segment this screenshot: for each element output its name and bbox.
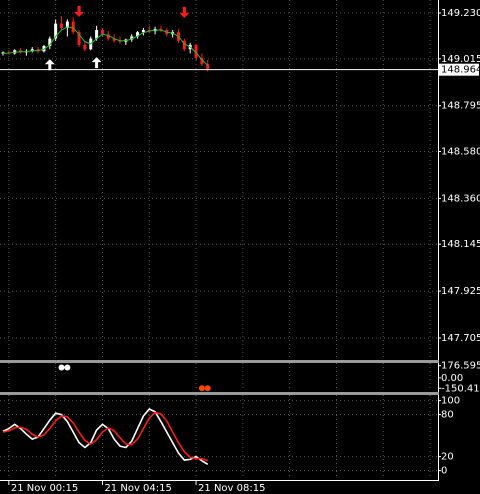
- y-tick-label: 148.580: [441, 147, 480, 158]
- candle-body: [48, 38, 52, 47]
- y-tick-label: -150.413: [441, 383, 480, 394]
- y-tick-label: 176.595: [441, 361, 480, 372]
- candle-body: [106, 34, 110, 39]
- signal-dot: [198, 385, 205, 392]
- candle-body: [71, 21, 75, 33]
- arrow-up: [44, 59, 55, 71]
- signal-dot: [204, 385, 211, 392]
- candle-body: [54, 23, 58, 39]
- candle-body: [130, 36, 134, 40]
- y-tick-label: 0.00: [441, 373, 463, 384]
- y-tick-label: 80: [441, 410, 454, 421]
- arrow-down: [179, 6, 190, 18]
- panel-separator: [0, 392, 439, 395]
- candle-body: [112, 38, 116, 41]
- candle-body: [30, 49, 34, 52]
- candle-body: [60, 23, 63, 28]
- candle-body: [95, 30, 99, 39]
- y-tick-label: 20: [441, 452, 454, 463]
- arrow-down: [74, 5, 85, 17]
- candle-body: [206, 64, 210, 70]
- candle-body: [200, 57, 204, 65]
- candle-body: [118, 40, 122, 42]
- y-tick-label: 0: [441, 466, 447, 477]
- series-line: [2, 411, 209, 462]
- x-tick-label: 21 Nov 00:15: [11, 483, 78, 494]
- candle-body: [136, 32, 140, 37]
- signal-dot: [58, 364, 65, 371]
- x-tick-label: 21 Nov 04:15: [104, 483, 171, 494]
- candle-body: [159, 28, 163, 31]
- panel-separator: [0, 360, 439, 363]
- candle-body: [147, 30, 151, 32]
- candle-body: [1, 52, 5, 54]
- signal-dot: [64, 364, 71, 371]
- y-tick-label: 148.145: [441, 239, 480, 250]
- candle-body: [182, 40, 186, 50]
- y-tick-label: 100: [441, 396, 460, 407]
- series-line: [2, 26, 209, 66]
- candle-body: [83, 44, 87, 50]
- candle-body: [100, 30, 104, 35]
- candle-body: [65, 21, 69, 28]
- y-tick-label: 149.015: [441, 54, 480, 65]
- arrow-up: [91, 57, 102, 69]
- candle-body: [194, 44, 198, 58]
- x-tick-label: 21 Nov 08:15: [198, 483, 265, 494]
- last-price-label: 148.964: [441, 65, 480, 76]
- y-tick-label: 147.705: [441, 333, 480, 344]
- y-tick-label: 148.795: [441, 101, 480, 112]
- y-tick-label: 149.230: [441, 8, 480, 19]
- candle-body: [141, 30, 145, 33]
- last-price-box: [439, 63, 479, 76]
- y-tick-label: 147.925: [441, 286, 480, 297]
- y-tick-label: 148.360: [441, 193, 480, 204]
- candle-body: [77, 32, 81, 45]
